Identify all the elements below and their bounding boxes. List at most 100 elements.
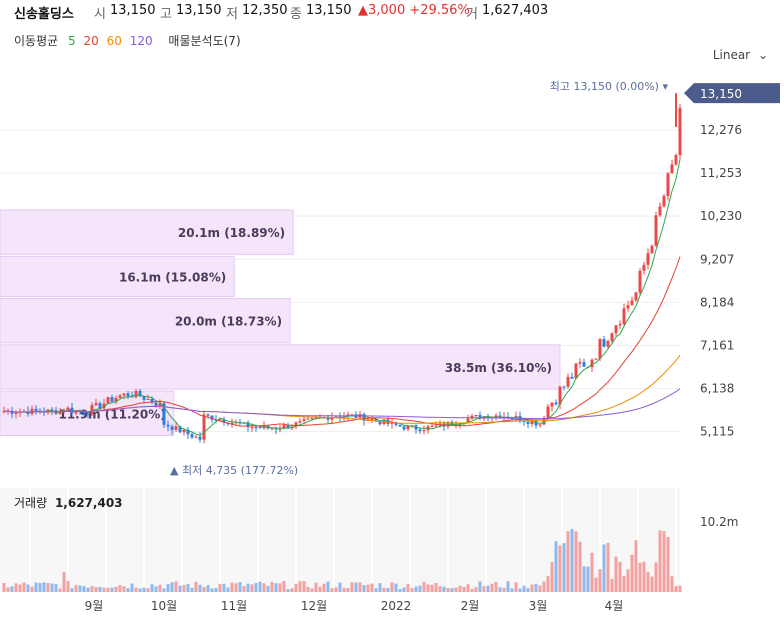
volume-bar <box>430 584 434 592</box>
candle-body <box>158 403 162 407</box>
close-value: 13,150 <box>306 3 352 18</box>
candle-body <box>470 415 474 419</box>
high-value: 13,150 <box>176 3 222 18</box>
candle-body <box>254 427 258 429</box>
candle-body <box>250 427 254 429</box>
volume-bar <box>534 583 538 592</box>
candle-body <box>582 362 586 367</box>
candle-body <box>274 428 278 430</box>
ma-20[interactable]: 20 <box>83 34 99 48</box>
volume-bar <box>10 586 14 592</box>
volume-bar <box>346 588 350 592</box>
y-tick-label: 7,161 <box>700 338 734 352</box>
volume-bar <box>442 586 446 592</box>
y-tick-label: 8,184 <box>700 295 734 309</box>
candle-body <box>634 292 638 301</box>
volume-bar <box>666 537 670 592</box>
volume-axis-label: 10.2m <box>700 515 738 529</box>
candle-body <box>474 414 478 416</box>
volume-bar <box>670 576 674 592</box>
volume-bar <box>314 582 318 592</box>
volume-bar <box>34 582 38 592</box>
volume-bar <box>306 586 310 592</box>
chevron-down-icon: ⌄ <box>757 48 768 62</box>
scale-mode-label: Linear <box>712 48 751 62</box>
volume-bar <box>294 583 298 592</box>
volume-bar <box>418 585 422 592</box>
ma-5[interactable]: 5 <box>68 34 76 48</box>
candle-body <box>674 155 678 165</box>
volume-bar <box>170 582 174 592</box>
volume-bar <box>58 588 62 592</box>
volume-profile-label: 16.1m (15.08%) <box>119 270 226 284</box>
volume-bar <box>146 588 150 592</box>
volume-bar <box>414 586 418 592</box>
ma-line-20 <box>3 256 681 427</box>
change-value: ▲3,000 +29.56% <box>358 3 470 18</box>
ma-legend-title: 이동평균 <box>14 34 59 48</box>
volume-bar <box>386 587 390 592</box>
volume-bar <box>462 586 466 592</box>
volume-bar <box>438 586 442 592</box>
candle-body <box>282 425 286 429</box>
volume-bar <box>210 588 214 592</box>
volume-bar <box>214 588 218 592</box>
volume-bar <box>158 584 162 592</box>
volume-bar <box>162 588 166 592</box>
volume-bar <box>634 540 638 592</box>
candle-body <box>478 414 482 419</box>
volume-bar <box>510 588 514 592</box>
y-tick-label: 10,230 <box>700 209 742 223</box>
candle-body <box>106 397 110 404</box>
candle-body <box>174 426 178 430</box>
volume-bar <box>678 585 682 592</box>
volume-bar <box>310 588 314 592</box>
low-label: 저 <box>226 7 238 22</box>
candle-body <box>522 421 526 423</box>
scale-dropdown[interactable]: Linear ⌄ <box>713 48 768 62</box>
candle-body <box>606 340 610 347</box>
candle-body <box>138 390 142 397</box>
candle-body <box>186 429 190 435</box>
volume-bar <box>274 583 278 592</box>
volume-bar <box>178 585 182 592</box>
y-tick-label: 11,253 <box>700 166 742 180</box>
candle-body <box>342 416 346 418</box>
ma-60[interactable]: 60 <box>106 34 122 48</box>
y-tick-label: 9,207 <box>700 252 734 266</box>
candle-body <box>202 414 206 440</box>
volume-bar <box>330 588 334 592</box>
volume-bar <box>126 588 130 592</box>
volume-bar <box>130 583 134 592</box>
candle-body <box>430 425 434 427</box>
volume-bar <box>482 586 486 592</box>
volume-bar <box>70 588 74 592</box>
x-tick-label: 2월 <box>461 599 480 613</box>
volume-bar <box>350 582 354 592</box>
volume-profile-toggle[interactable]: 매물분석도(7) <box>168 34 241 48</box>
volume-bar <box>78 585 82 592</box>
volume-bar <box>150 584 154 592</box>
volume-bar <box>134 587 138 592</box>
volume-bar <box>398 588 402 592</box>
x-tick-label: 9월 <box>85 599 104 613</box>
candle-body <box>150 398 154 403</box>
candle-body <box>310 417 314 419</box>
candle-body <box>82 411 86 414</box>
volume-bar <box>650 576 654 592</box>
volume-profile-label: 38.5m (36.10%) <box>445 361 552 375</box>
volume-bar <box>66 581 70 592</box>
volume-bar <box>478 581 482 592</box>
ma-120[interactable]: 120 <box>129 34 153 48</box>
candle-body <box>626 305 630 309</box>
volume-bar <box>526 588 530 592</box>
volume-title: 거래량 <box>14 496 48 510</box>
volume-bar <box>334 587 338 592</box>
volume-bar <box>602 544 606 592</box>
candle-body <box>154 402 158 407</box>
candle-body <box>534 421 538 426</box>
candle-body <box>230 422 234 425</box>
volume-bar <box>138 588 142 592</box>
volume-bar <box>378 583 382 592</box>
